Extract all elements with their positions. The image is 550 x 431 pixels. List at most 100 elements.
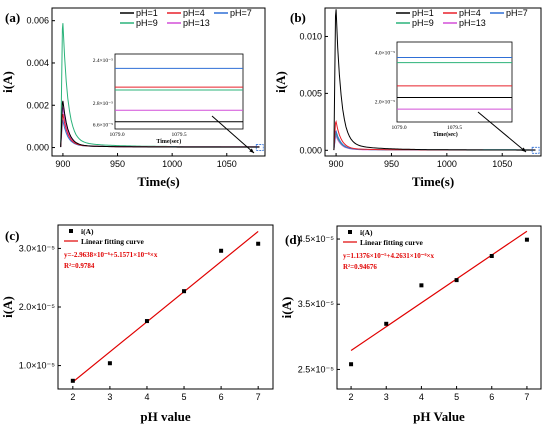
y-tick-label: 0.010: [299, 31, 322, 41]
arrow-head: [249, 148, 254, 153]
panel-label: (c): [5, 228, 19, 243]
plot-frame: [324, 7, 542, 157]
legend-entry: pH=9: [136, 18, 158, 28]
series-group: [333, 9, 536, 151]
inset-y-tick: 2.0×10⁻⁵: [375, 99, 395, 105]
legend-marker: [348, 230, 352, 234]
zoom-box: [255, 144, 264, 151]
x-tick-label: 3: [384, 392, 389, 402]
data-point: [70, 378, 75, 383]
x-tick-label: 1050: [217, 159, 237, 169]
x-tick-label: 2: [349, 392, 354, 402]
panel-label: (a): [5, 10, 20, 25]
x-tick-label: 6: [489, 392, 494, 402]
data-point: [419, 283, 424, 288]
inset-x-tick: 1079.5: [171, 132, 186, 138]
data-point: [219, 248, 224, 253]
inset-frame: [396, 41, 513, 123]
series-group: [60, 23, 260, 148]
panel-label: (d): [285, 232, 301, 247]
fit-equation: y=1.1376×10⁻⁵+4.2631×10⁻⁶×x: [343, 252, 435, 260]
legend-entry: pH=9: [412, 18, 434, 28]
series-line-pH1: [333, 9, 536, 151]
legend-entry: pH=1: [136, 8, 158, 18]
fit-r2: R²=0.9784: [64, 262, 95, 270]
legend-entry: pH=7: [230, 8, 252, 18]
legend-entry-points: i(A): [360, 228, 373, 237]
x-tick-label: 4: [144, 392, 149, 402]
x-tick-label: 4: [419, 392, 424, 402]
x-tick-label: 950: [110, 159, 125, 169]
y-axis-label: i(A): [279, 297, 294, 319]
data-point: [384, 321, 389, 326]
x-tick-label: 6: [219, 392, 224, 402]
x-tick-label: 1050: [492, 159, 512, 169]
inset-y-tick: 2.8×10⁻⁵: [93, 101, 113, 107]
y-tick-label: 3.5×10⁻⁵: [298, 299, 335, 309]
arrow-head: [521, 147, 526, 152]
panel-1: 900 950 1000 1050 0.000 0.005 0.010 Time(s) i(A)…: [273, 7, 542, 189]
inset-x-tick: 1079.0: [109, 132, 124, 138]
y-tick-label: 0.005: [299, 88, 322, 98]
legend-entry: pH=4: [459, 8, 481, 18]
data-point: [349, 362, 354, 367]
y-tick-label: 0.006: [26, 16, 49, 26]
inset-x-label: Time(sec): [433, 131, 458, 138]
series-line-pH1: [60, 100, 260, 148]
y-tick-label: 0.002: [26, 100, 49, 110]
x-tick-label: 7: [256, 392, 261, 402]
legend-entry-points: i(A): [81, 227, 94, 236]
legend-entry: pH=4: [183, 8, 205, 18]
y-tick-label: 2.0×10⁻⁵: [19, 302, 56, 312]
data-point: [489, 253, 494, 258]
y-tick-label: 3.0×10⁻⁵: [19, 243, 56, 253]
x-tick-label: 900: [329, 159, 344, 169]
x-tick-label: 900: [55, 159, 70, 169]
data-point: [144, 319, 149, 324]
data-point: [107, 361, 112, 366]
fit-equation: y=-2.9638×10⁻⁶+5.1571×10⁻⁶×x: [64, 251, 158, 259]
fit-line: [72, 230, 259, 383]
legend-entry-fit: Linear fitting curve: [81, 237, 144, 246]
x-tick-label: 1000: [162, 159, 182, 169]
legend-entry-fit: Linear fitting curve: [360, 238, 423, 247]
plot-frame: [336, 225, 542, 390]
inset-y-tick: 6.6×10⁻⁵: [93, 123, 113, 129]
inset-frame: [114, 53, 244, 130]
panel-3: 2 3 4 5 6 7 2.5×10⁻⁵ 3.5×10⁻⁵ 4.5×10⁻⁵ pH Value i(…: [279, 225, 542, 424]
y-tick-label: 1.0×10⁻⁵: [19, 361, 56, 371]
data-point: [454, 278, 459, 283]
data-point: [256, 241, 261, 246]
x-tick-label: 5: [454, 392, 459, 402]
data-point: [524, 237, 529, 242]
legend-entry: pH=1: [412, 8, 434, 18]
x-axis-label: Time(s): [137, 174, 179, 189]
y-tick-label: 0.000: [26, 143, 49, 153]
x-tick-label: 1000: [437, 159, 457, 169]
x-tick-label: 5: [182, 392, 187, 402]
zoom-box: [531, 146, 540, 154]
fit-r2: R²=0.94676: [343, 263, 377, 271]
panel-2: 2 3 4 5 6 7 1.0×10⁻⁵ 2.0×10⁻⁵ 3.0×10⁻⁵ pH value i(…: [0, 224, 274, 424]
inset-y-tick: 2.4×10⁻⁵: [93, 58, 113, 64]
x-axis-label: Time(s): [412, 174, 454, 189]
x-tick-label: 2: [70, 392, 75, 402]
panel-0: 900 950 1000 1050 0.000 0.002 0.004 0.006 Time(s…: [0, 7, 266, 189]
arrow-line: [477, 111, 527, 153]
inset-x-tick: 1079.0: [391, 125, 406, 131]
plot-frame: [51, 7, 266, 157]
y-axis-label: i(A): [0, 71, 15, 93]
y-tick-label: 2.5×10⁻⁵: [298, 364, 335, 374]
fit-line: [350, 230, 528, 352]
inset-x-tick: 1079.5: [447, 125, 462, 131]
arrow-line: [211, 115, 255, 154]
legend-entry: pH=13: [459, 18, 486, 28]
panel-label: (b): [290, 10, 306, 25]
x-tick-label: 950: [384, 159, 399, 169]
inset-y-tick: 4.0×10⁻⁵: [375, 50, 395, 56]
x-tick-label: 7: [524, 392, 529, 402]
y-tick-label: 4.5×10⁻⁵: [298, 234, 335, 244]
x-tick-label: 3: [107, 392, 112, 402]
data-point: [182, 289, 187, 294]
